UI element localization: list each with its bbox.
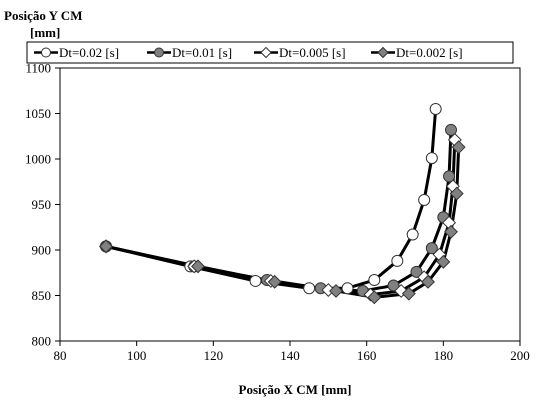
legend-marker-4 — [377, 46, 389, 59]
series-4-point — [191, 259, 205, 274]
y-axis-title-line1: Posição Y CM — [4, 8, 82, 23]
legend-marker-1 — [41, 47, 51, 58]
x-tick-label: 160 — [357, 348, 377, 363]
legend-label-3: Dt=0.005 [s] — [279, 45, 346, 60]
y-tick-label: 800 — [32, 334, 52, 349]
series-4-point — [444, 224, 458, 239]
y-axis: 800 850 900 950 1000 1050 1100 — [25, 61, 60, 349]
series-4-point — [367, 290, 382, 305]
x-tick-label: 80 — [54, 348, 67, 363]
y-tick-label: 950 — [32, 197, 52, 212]
y-tick-label: 1050 — [25, 106, 51, 121]
series-1-point — [429, 102, 442, 115]
series-4-point — [421, 274, 435, 289]
series-4-point — [449, 186, 464, 201]
y-axis-title-line2: [mm] — [30, 25, 60, 40]
series-1-point — [425, 152, 438, 165]
series-1-point — [406, 228, 419, 241]
series-1-point — [368, 274, 381, 287]
y-tick-label: 900 — [32, 243, 52, 258]
series-1-point — [341, 282, 354, 295]
series-4-point — [436, 254, 451, 269]
series-1-point — [391, 254, 404, 267]
series-4-point — [401, 286, 416, 301]
x-axis: 80 100 120 140 160 180 200 — [54, 341, 530, 363]
x-tick-label: 180 — [434, 348, 454, 363]
series-4-point — [267, 274, 282, 289]
legend: Dt=0.02 [s] Dt=0.01 [s] Dt=0.005 [s] Dt=0.0… — [26, 41, 514, 64]
series-1-point — [418, 193, 431, 206]
legend-marker-2 — [154, 47, 164, 58]
x-axis-title: Posição X CM [mm] — [239, 382, 352, 397]
legend-marker-3 — [260, 46, 272, 59]
y-tick-label: 1100 — [25, 61, 51, 76]
series-2-point — [445, 123, 457, 136]
series-2-point — [443, 170, 456, 183]
series-4-point — [99, 239, 113, 254]
series-4-point — [451, 140, 466, 155]
x-tick-label: 140 — [280, 348, 300, 363]
series-1-point — [249, 274, 262, 287]
x-tick-label: 120 — [204, 348, 224, 363]
legend-label-1: Dt=0.02 [s] — [59, 45, 119, 60]
legend-label-4: Dt=0.002 [s] — [396, 45, 463, 60]
series-2-point — [410, 265, 423, 278]
series-2-point — [425, 242, 438, 255]
y-tick-label: 1000 — [25, 152, 51, 167]
plot-area — [59, 67, 521, 342]
series-2-point — [387, 279, 400, 292]
y-tick-label: 850 — [32, 288, 52, 303]
legend-label-2: Dt=0.01 [s] — [172, 45, 232, 60]
series-4-point — [329, 283, 343, 298]
x-tick-label: 100 — [127, 348, 147, 363]
series-1-point — [303, 282, 316, 295]
x-tick-label: 200 — [510, 348, 530, 363]
